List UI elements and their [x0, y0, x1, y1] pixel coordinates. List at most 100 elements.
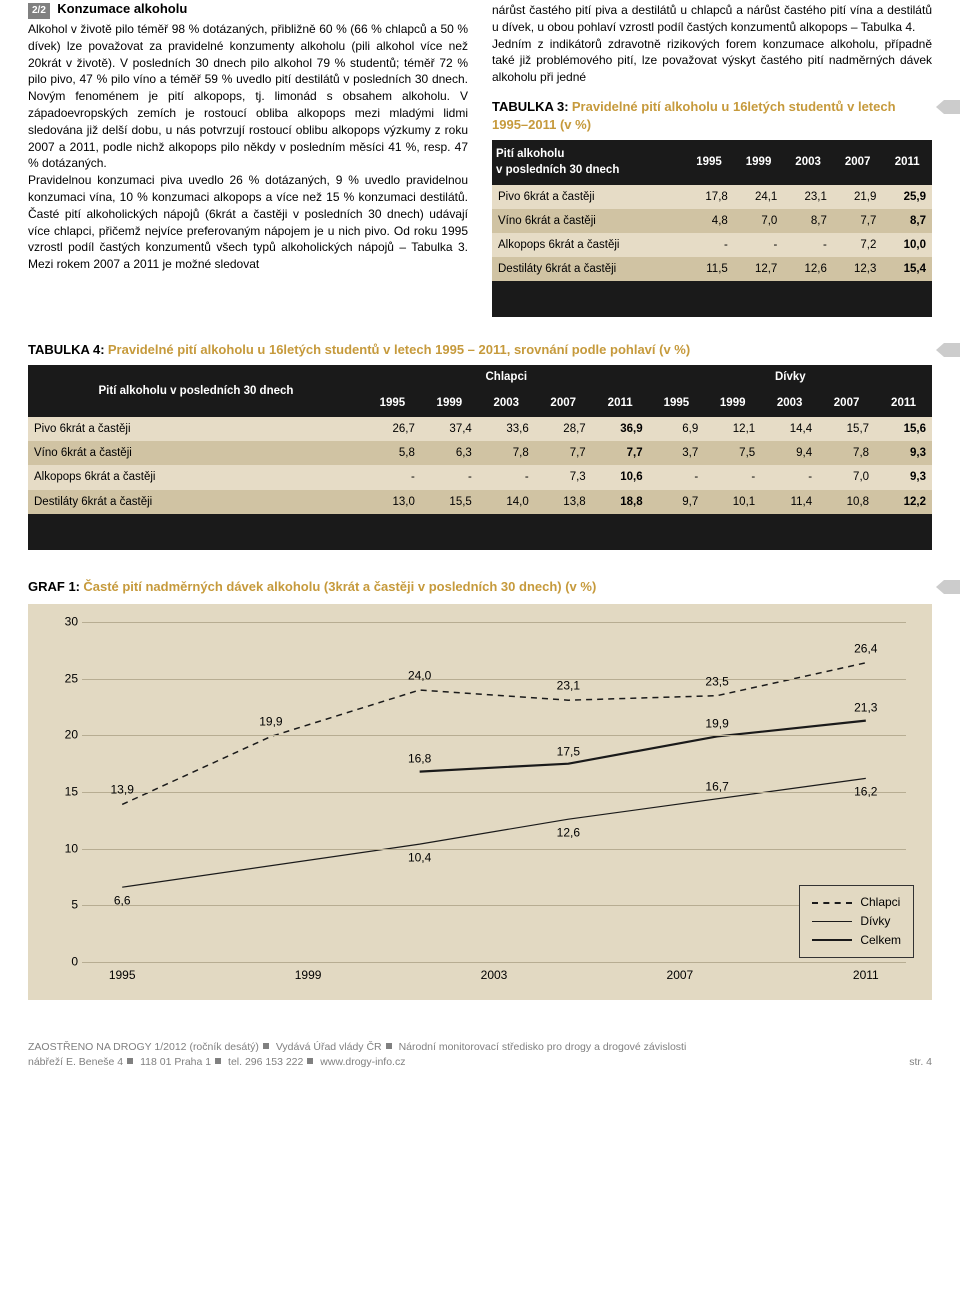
body-text-left: Alkohol v životě pilo téměř 98 % dotázan…	[28, 21, 468, 273]
cell: -	[684, 233, 734, 257]
cell: -	[704, 465, 761, 489]
row-label: Pivo 6krát a častěji	[492, 185, 684, 209]
data-label: 6,6	[114, 893, 131, 910]
cell: 10,8	[818, 490, 875, 514]
table-row: Destiláty 6krát a častěji11,512,712,612,…	[492, 257, 932, 281]
cell: 18,8	[592, 490, 649, 514]
legend-item: Chlapci	[812, 894, 901, 911]
cell: 7,7	[833, 209, 883, 233]
cell: 12,3	[833, 257, 883, 281]
cell: -	[649, 465, 705, 489]
y-tick-label: 30	[54, 613, 78, 630]
y-tick-label: 5	[54, 897, 78, 914]
x-tick-label: 1995	[109, 967, 136, 984]
legend-item: Dívky	[812, 913, 901, 930]
cell: 7,8	[818, 441, 875, 465]
chart-label: GRAF 1:	[28, 579, 80, 594]
table3-year: 1999	[734, 140, 784, 184]
y-tick-label: 0	[54, 953, 78, 970]
x-tick-label: 2007	[667, 967, 694, 984]
cell: 9,7	[649, 490, 705, 514]
table3-year: 2011	[882, 140, 932, 184]
table-row: Alkopops 6krát a častěji---7,210,0	[492, 233, 932, 257]
footer-text: Národní monitorovací středisko pro drogy…	[399, 1041, 687, 1053]
table4-year: 2003	[478, 389, 535, 417]
page-footer: ZAOSTŘENO NA DROGY 1/2012 (ročník desátý…	[28, 1040, 932, 1087]
cell: 15,4	[882, 257, 932, 281]
table4-year: 2011	[592, 389, 649, 417]
data-label: 19,9	[705, 716, 728, 733]
table4-year: 1995	[649, 389, 705, 417]
table4-year: 1999	[421, 389, 478, 417]
row-label: Alkopops 6krát a častěji	[28, 465, 364, 489]
data-label: 21,3	[854, 700, 877, 717]
data-label: 23,5	[705, 673, 728, 690]
table4-year: 2011	[875, 389, 932, 417]
legend-item: Celkem	[812, 932, 901, 949]
cell: 7,0	[734, 209, 784, 233]
x-tick-label: 2003	[481, 967, 508, 984]
cell: 10,1	[704, 490, 761, 514]
cell: 6,3	[421, 441, 478, 465]
footer-text: Vydává Úřad vlády ČR	[276, 1041, 382, 1053]
cell: 24,1	[734, 185, 784, 209]
data-label: 23,1	[557, 678, 580, 695]
table-row: Alkopops 6krát a častěji---7,310,6---7,0…	[28, 465, 932, 489]
cell: 8,7	[882, 209, 932, 233]
cell: -	[421, 465, 478, 489]
cell: 11,5	[684, 257, 734, 281]
legend-label: Dívky	[860, 913, 890, 930]
cell: 14,4	[761, 417, 818, 441]
cell: 7,3	[535, 465, 592, 489]
arrow-icon	[936, 100, 960, 114]
cell: 5,8	[364, 441, 421, 465]
cell: 7,7	[535, 441, 592, 465]
cell: 4,8	[684, 209, 734, 233]
row-label: Pivo 6krát a častěji	[28, 417, 364, 441]
chart: 0510152025301995199920032007201113,919,9…	[28, 604, 932, 1000]
x-tick-label: 1999	[295, 967, 322, 984]
cell: 12,1	[704, 417, 761, 441]
table3-year: 2003	[783, 140, 833, 184]
data-label: 19,9	[259, 714, 282, 731]
data-label: 12,6	[557, 825, 580, 842]
data-label: 16,7	[705, 778, 728, 795]
data-label: 26,4	[854, 640, 877, 657]
table-row: Víno 6krát a častěji4,87,08,77,78,7	[492, 209, 932, 233]
cell: 12,6	[783, 257, 833, 281]
table-row: Pivo 6krát a častěji17,824,123,121,925,9	[492, 185, 932, 209]
legend-label: Celkem	[860, 932, 901, 949]
table4-title: Pravidelné pití alkoholu u 16letých stud…	[108, 342, 690, 357]
cell: 14,0	[478, 490, 535, 514]
table3-year: 1995	[684, 140, 734, 184]
table3: Pití alkoholuv posledních 30 dnech 1995 …	[492, 140, 932, 317]
cell: -	[734, 233, 784, 257]
row-label: Víno 6krát a častěji	[28, 441, 364, 465]
table4: Pití alkoholu v posledních 30 dnech Chla…	[28, 365, 932, 550]
table4-group-boys: Chlapci	[364, 365, 649, 389]
footer-text: tel. 296 153 222	[228, 1056, 303, 1068]
cell: 21,9	[833, 185, 883, 209]
table3-year: 2007	[833, 140, 883, 184]
table4-year: 1995	[364, 389, 421, 417]
chart-legend: Chlapci Dívky Celkem	[799, 885, 914, 957]
cell: 33,6	[478, 417, 535, 441]
chart-caption: GRAF 1: Časté pití nadměrných dávek alko…	[28, 578, 932, 596]
cell: -	[478, 465, 535, 489]
cell: 15,7	[818, 417, 875, 441]
table-row: Destiláty 6krát a častěji13,015,514,013,…	[28, 490, 932, 514]
table3-label: TABULKA 3:	[492, 99, 569, 114]
row-label: Alkopops 6krát a častěji	[492, 233, 684, 257]
legend-label: Chlapci	[860, 894, 900, 911]
cell: 7,7	[592, 441, 649, 465]
cell: 17,8	[684, 185, 734, 209]
chart-title: Časté pití nadměrných dávek alkoholu (3k…	[83, 579, 596, 594]
row-label: Víno 6krát a častěji	[492, 209, 684, 233]
cell: 15,5	[421, 490, 478, 514]
x-tick-label: 2011	[853, 967, 879, 984]
cell: -	[364, 465, 421, 489]
row-label: Destiláty 6krát a častěji	[28, 490, 364, 514]
cell: 3,7	[649, 441, 705, 465]
arrow-icon	[936, 343, 960, 357]
footer-text: ZAOSTŘENO NA DROGY 1/2012 (ročník desátý…	[28, 1041, 259, 1053]
